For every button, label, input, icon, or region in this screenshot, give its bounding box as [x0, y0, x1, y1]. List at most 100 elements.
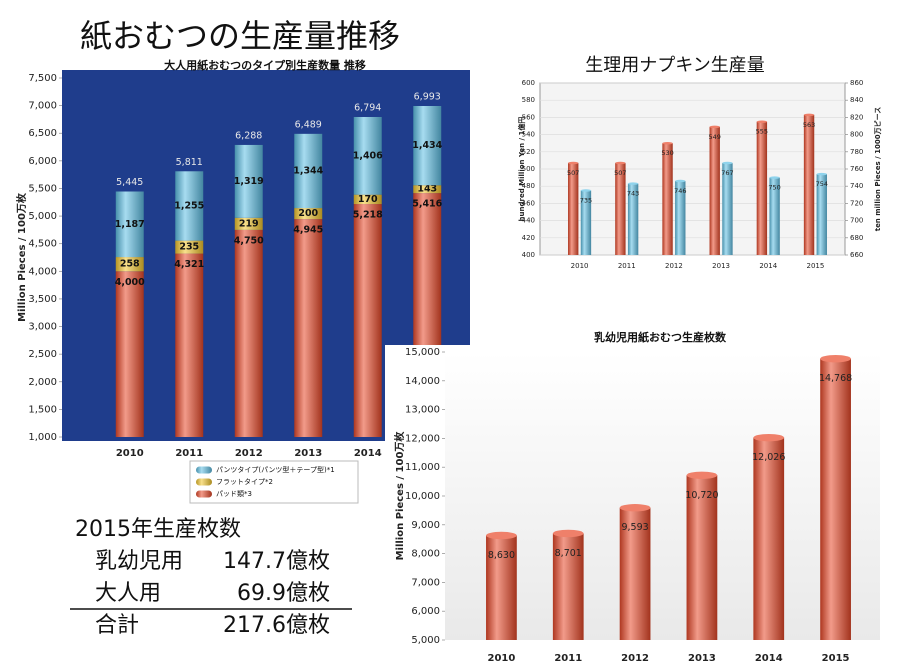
bar-segment — [234, 217, 263, 230]
x-tick-label: 2015 — [822, 653, 850, 664]
value-label: 1,255 — [174, 200, 204, 211]
x-tick-label: 2013 — [688, 653, 716, 664]
bar — [803, 114, 815, 255]
bar — [769, 177, 780, 255]
legend-label: フラットタイプ*2 — [216, 477, 273, 486]
bar-segment — [353, 194, 382, 205]
bar-cap — [568, 161, 579, 165]
y-tick-label: 580 — [522, 96, 535, 104]
bar — [662, 143, 673, 255]
value-label: 219 — [239, 218, 259, 229]
x-tick-label: 2015 — [807, 262, 825, 270]
bar-segment — [353, 116, 382, 195]
bar — [816, 174, 827, 255]
y-tick-label: 400 — [522, 251, 535, 259]
chart-title: 乳幼児用紙おむつ生産枚数 — [594, 330, 727, 344]
y-tick-label: 7,500 — [28, 73, 57, 84]
bar-cap — [756, 120, 768, 123]
bar-cap — [769, 176, 780, 179]
bar — [820, 358, 851, 640]
value-label: 8,701 — [555, 548, 582, 559]
summary-label: 乳幼児用 — [95, 549, 183, 574]
y2-tick-label: 720 — [850, 199, 863, 207]
y2-tick-label: 780 — [850, 148, 863, 156]
x-tick-label: 2012 — [621, 653, 649, 664]
bar-segment — [175, 171, 204, 241]
value-label: 767 — [721, 169, 733, 177]
value-label: 258 — [120, 259, 140, 270]
x-tick-label: 2012 — [235, 448, 263, 459]
bar-segment — [175, 240, 204, 254]
y-tick-label: 3,500 — [28, 294, 57, 305]
bar-segment — [353, 204, 382, 437]
legend: パンツタイプ(パンツ型＋テープ型)*1 フラットタイプ*2 パッド類*3 — [189, 460, 359, 504]
legend-label: パンツタイプ(パンツ型＋テープ型)*1 — [216, 465, 335, 474]
x-tick-label: 2014 — [755, 653, 783, 664]
bar-cap — [552, 529, 584, 538]
bar-segment — [294, 133, 323, 209]
bar — [686, 475, 718, 640]
bar-cap — [580, 189, 592, 192]
y-axis-title: Million Pieces / 100万枚 — [393, 431, 406, 561]
value-label: 143 — [417, 184, 437, 195]
x-tick-label: 2011 — [618, 262, 636, 270]
bar — [568, 162, 579, 255]
value-label: 746 — [674, 187, 686, 195]
total-label: 6,993 — [414, 92, 441, 103]
y2-tick-label: 860 — [850, 79, 863, 87]
value-label: 4,000 — [115, 277, 145, 288]
bar — [722, 162, 733, 255]
y-tick-label: 6,500 — [28, 128, 57, 139]
y-tick-label: 4,500 — [28, 239, 57, 250]
bar — [615, 162, 626, 255]
value-label: 1,319 — [234, 176, 264, 187]
x-tick-label: 2012 — [665, 262, 683, 270]
bar-segment — [294, 208, 323, 220]
value-label: 12,026 — [752, 452, 785, 463]
bar-segment — [234, 144, 263, 218]
bar — [675, 181, 686, 255]
y-tick-label: 2,500 — [28, 349, 57, 360]
bar-segment — [115, 257, 144, 272]
y-axis-title: Million Pieces / 100万枚 — [15, 192, 28, 322]
bar-cap — [662, 141, 673, 145]
x-tick-label: 2010 — [116, 448, 144, 459]
y2-tick-label: 740 — [850, 182, 863, 190]
summary-value: 217.6億枚 — [223, 613, 330, 638]
bar-cap — [675, 179, 686, 183]
bar — [552, 533, 584, 640]
bar-segment — [413, 185, 442, 194]
value-label: 10,720 — [685, 490, 718, 501]
bar-cap — [803, 113, 815, 117]
total-label: 6,489 — [295, 119, 322, 130]
y-tick-label: 6,000 — [28, 156, 57, 167]
bar-cap — [619, 504, 651, 512]
legend-box — [189, 460, 359, 504]
bar — [627, 183, 639, 255]
y-tick-label: 13,000 — [405, 405, 440, 416]
legend-label: パッド類*3 — [216, 489, 252, 498]
plot-area — [445, 352, 880, 640]
y-tick-label: 540 — [522, 131, 535, 139]
y2-tick-label: 680 — [850, 234, 863, 242]
value-label: 743 — [627, 190, 639, 198]
value-label: 507 — [567, 169, 579, 177]
bar-segment — [234, 229, 263, 437]
y2-tick-label: 700 — [850, 217, 863, 225]
value-label: 9,593 — [621, 522, 648, 533]
bar — [753, 437, 785, 640]
x-tick-label: 2010 — [571, 262, 589, 270]
y-tick-label: 14,000 — [405, 376, 440, 387]
y-tick-label: 3,000 — [28, 322, 57, 333]
legend-swatch — [196, 466, 212, 474]
summary-value: 147.7億枚 — [223, 549, 330, 574]
y-tick-label: 1,000 — [28, 432, 57, 443]
bar-cap — [627, 182, 639, 185]
page-title: 紙おむつの生産量推移 — [80, 17, 400, 55]
value-label: 235 — [179, 242, 199, 253]
bar-segment — [115, 271, 144, 437]
bar — [486, 535, 517, 640]
bar-cap — [816, 172, 827, 176]
bar-cap — [722, 161, 733, 165]
